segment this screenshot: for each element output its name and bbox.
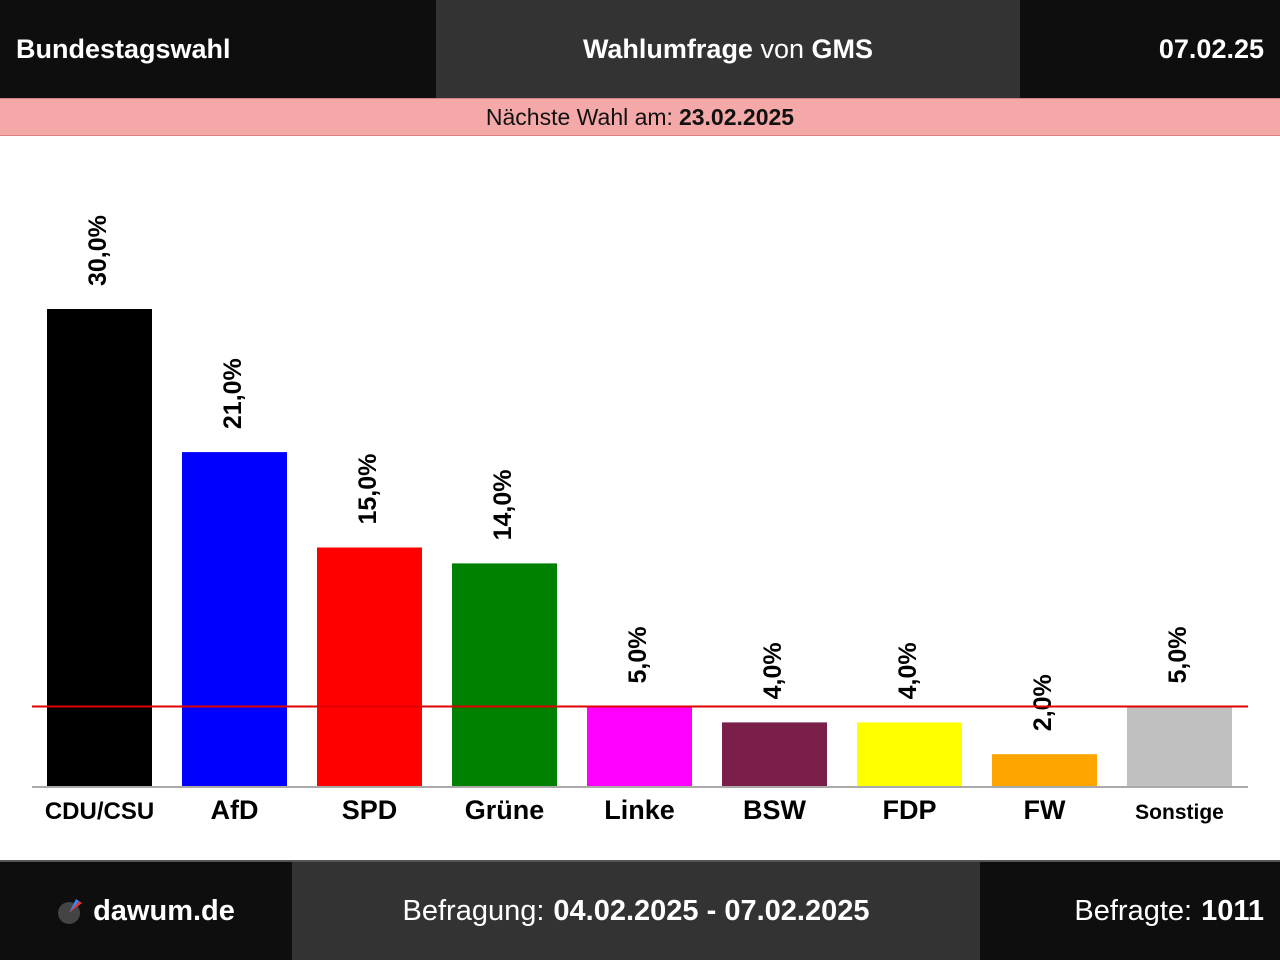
respondents-label: Befragte: [1074,894,1193,927]
category-label: SPD [342,795,398,825]
footer-respondents-box: Befragte: 1011 [980,860,1280,960]
header-title-box: Bundestagswahl [0,0,436,98]
category-label: Sonstige [1135,801,1224,824]
dawum-logo-icon [58,899,83,924]
footer-brand-box[interactable]: dawum.de [0,860,292,960]
survey-period: 04.02.2025 - 07.02.2025 [553,894,870,927]
value-label: 5,0% [1164,627,1192,684]
category-label: Grüne [465,795,545,825]
bar-bsw [722,722,827,786]
brand-link[interactable]: dawum.de [93,894,235,927]
poll-bar-chart: 30,0% CDU/CSU 21,0% AfD 15,0% SPD 14,0% Grüne 5,… [32,215,1248,825]
poll-label: Wahlumfrage [582,33,753,64]
respondents-count: 1011 [1201,894,1264,927]
footer-survey-box: Befragung: 04.02.2025 - 07.02.2025 [292,860,980,960]
category-label: AfD [211,795,259,825]
value-label: 2,0% [1029,674,1057,731]
value-label: 4,0% [759,642,787,699]
poll-date: 07.02.25 [1158,33,1264,64]
bar-fw [992,754,1097,786]
next-election-label: Nächste Wahl am: [485,103,673,130]
value-label: 4,0% [894,642,922,699]
bar-linke [587,706,692,786]
value-label: 5,0% [624,627,652,684]
next-election-date: 23.02.2025 [678,103,795,130]
institute-name: GMS [811,33,874,64]
bar-fdp [857,722,962,786]
category-label: FW [1024,795,1066,825]
page-title: Bundestagswahl [16,33,231,64]
value-label: 30,0% [84,215,112,286]
header-poll-box: Wahlumfrage von GMS [436,0,1020,98]
value-label: 14,0% [489,470,517,541]
value-label: 21,0% [219,358,247,429]
category-label: FDP [883,795,937,825]
value-label: 15,0% [354,454,382,525]
survey-label: Befragung: [402,894,545,927]
bar-afd [182,452,287,786]
header-date-box: 07.02.25 [1020,0,1280,98]
bar-grüne [452,563,557,786]
category-label: BSW [743,795,807,825]
next-election-bar: Nächste Wahl am: 23.02.2025 [0,98,1280,136]
category-label: CDU/CSU [45,798,154,825]
category-label: Linke [604,795,675,825]
bar-cdu-csu [47,309,152,786]
bar-spd [317,547,422,786]
bar-sonstige [1127,706,1232,786]
poll-by: von [760,33,805,64]
